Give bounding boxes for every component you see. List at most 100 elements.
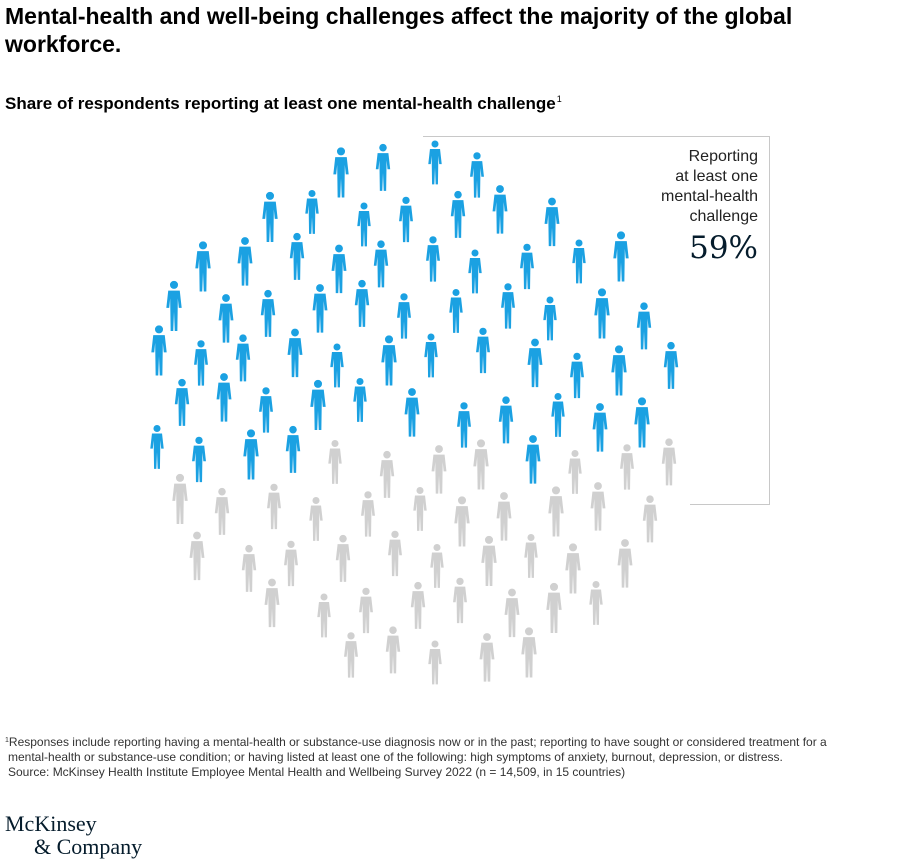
person-icon — [428, 640, 442, 685]
person-icon-highlighted — [262, 191, 278, 242]
person-icon-highlighted — [381, 335, 397, 386]
person-icon — [454, 496, 470, 547]
person-icon-highlighted — [543, 296, 557, 341]
footnote-line-1-text: Responses include reporting having a men… — [8, 735, 827, 749]
callout-value: 59% — [689, 230, 758, 266]
person-icon-highlighted — [310, 379, 326, 430]
mckinsey-logo: McKinsey & Company — [5, 812, 142, 858]
person-icon-highlighted — [544, 197, 560, 247]
person-icon — [241, 544, 257, 592]
person-icon-highlighted — [195, 241, 211, 292]
person-icon-highlighted — [476, 327, 490, 374]
person-icon — [309, 496, 323, 541]
callout-border-bottom — [690, 504, 770, 505]
person-icon-highlighted — [525, 435, 541, 484]
person-icon-highlighted — [287, 328, 303, 378]
person-icon — [589, 580, 603, 625]
person-icon — [385, 626, 401, 674]
person-icon — [565, 543, 581, 594]
person-icon-highlighted — [216, 373, 232, 422]
person-icon — [361, 491, 375, 537]
person-icon-highlighted — [424, 333, 438, 378]
footnote-line-2: mental-health or substance-use condition… — [8, 750, 783, 764]
person-icon — [284, 540, 298, 587]
person-icon-highlighted — [373, 240, 389, 288]
person-icon-highlighted — [426, 236, 440, 282]
person-icon-highlighted — [428, 140, 442, 185]
callout-label: Reporting at least one mental-health cha… — [661, 148, 758, 225]
logo-line-1: McKinsey — [5, 811, 97, 836]
person-icon-highlighted — [243, 429, 259, 480]
person-icon — [481, 535, 497, 586]
person-icon — [172, 473, 188, 524]
person-icon — [328, 439, 342, 484]
person-icon-highlighted — [470, 152, 484, 198]
person-icon — [214, 487, 230, 535]
person-icon-highlighted — [613, 231, 629, 282]
person-icon — [661, 438, 677, 486]
person-icon — [317, 593, 331, 638]
person-icon-highlighted — [192, 436, 206, 483]
footnote-line-1: 1Responses include reporting having a me… — [5, 733, 885, 750]
person-icon-highlighted — [331, 244, 347, 294]
person-icon-highlighted — [397, 293, 411, 339]
footnote: 1Responses include reporting having a me… — [5, 733, 885, 780]
person-icon — [617, 539, 633, 588]
callout-border-right — [769, 136, 770, 505]
person-icon-highlighted — [449, 288, 463, 333]
person-icon-highlighted — [174, 378, 190, 426]
person-icon-highlighted — [636, 302, 652, 350]
person-icon-highlighted — [399, 196, 413, 243]
person-icon-highlighted — [357, 202, 371, 247]
person-icon-highlighted — [570, 352, 584, 399]
person-icon — [524, 533, 538, 578]
person-icon — [453, 577, 467, 624]
person-icon-highlighted — [166, 280, 182, 331]
person-icon-highlighted — [237, 237, 253, 286]
person-icon-highlighted — [330, 343, 344, 388]
person-icon-highlighted — [285, 425, 301, 473]
person-icon-highlighted — [501, 283, 515, 329]
person-icon — [590, 482, 606, 531]
person-icon-highlighted — [457, 402, 471, 448]
person-icon-highlighted — [312, 284, 328, 333]
person-icon-highlighted — [354, 279, 370, 327]
person-icon — [359, 587, 373, 634]
person-icon — [430, 543, 444, 588]
person-icon — [521, 627, 537, 678]
people-pictogram — [150, 140, 679, 685]
person-icon — [413, 486, 427, 531]
logo-line-2: & Company — [34, 834, 143, 859]
person-icon-highlighted — [594, 288, 610, 339]
person-icon — [496, 492, 512, 541]
person-icon — [479, 633, 495, 682]
person-icon — [548, 486, 564, 537]
person-icon-highlighted — [333, 147, 349, 198]
person-icon — [264, 578, 280, 628]
person-icon-highlighted — [498, 396, 514, 444]
person-icon-highlighted — [218, 294, 234, 343]
person-icon — [388, 530, 402, 577]
person-icon-highlighted — [663, 341, 679, 389]
person-icon — [431, 445, 447, 494]
person-icon-highlighted — [375, 143, 391, 191]
footnote-marker: 1 — [5, 737, 9, 744]
person-icon-highlighted — [520, 243, 534, 290]
person-icon — [189, 531, 205, 581]
person-icon-highlighted — [492, 185, 508, 234]
person-icon-highlighted — [634, 397, 650, 448]
chart-subtitle: Share of respondents reporting at least … — [5, 88, 885, 115]
person-icon-highlighted — [260, 289, 276, 337]
subtitle-text: Share of respondents reporting at least … — [5, 94, 556, 113]
person-icon-highlighted — [404, 388, 420, 437]
person-icon-highlighted — [259, 387, 273, 433]
person-icon-highlighted — [353, 377, 367, 422]
person-icon-highlighted — [289, 232, 305, 280]
person-icon — [473, 439, 489, 490]
person-icon — [344, 632, 358, 678]
person-icon — [410, 581, 426, 629]
person-icon — [620, 444, 634, 490]
person-icon-highlighted — [611, 345, 627, 396]
person-icon-highlighted — [527, 338, 543, 388]
person-icon-highlighted — [150, 424, 164, 469]
